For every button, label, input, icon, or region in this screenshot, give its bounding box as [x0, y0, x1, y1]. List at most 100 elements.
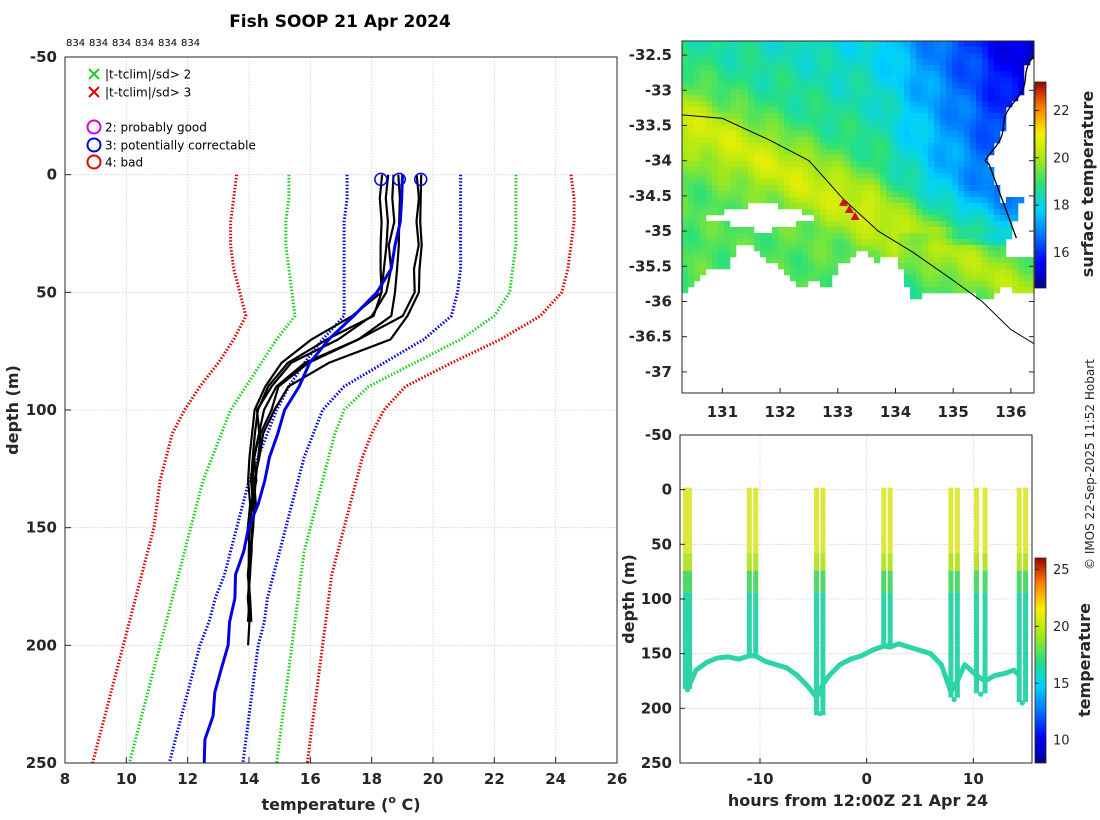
dive-4-seg: [954, 610, 960, 615]
dive-4-seg: [948, 513, 954, 519]
sst-cell: [760, 185, 767, 192]
sst-cell: [754, 149, 761, 156]
sst-cell: [808, 101, 815, 108]
dive-2-seg: [814, 618, 820, 624]
sst-cell: [718, 203, 725, 210]
sst-cell: [796, 143, 803, 150]
sst-cell: [904, 257, 911, 264]
sst-cell: [1006, 65, 1013, 72]
dive-0-seg: [687, 583, 693, 589]
sst-cell: [904, 119, 911, 126]
sst-cell: [760, 41, 767, 48]
dive-2-seg: [814, 544, 820, 550]
sst-cell: [700, 263, 707, 270]
sst-cell: [742, 137, 749, 144]
sst-cell: [838, 227, 845, 234]
sst-cell: [1030, 41, 1034, 48]
dive-1-seg: [753, 614, 759, 619]
sst-cell: [844, 119, 851, 126]
sst-cell: [934, 137, 941, 144]
dive-4-seg: [954, 666, 960, 672]
dive-3-seg: [887, 636, 893, 641]
map-xtick-label-134: 134: [880, 403, 911, 421]
sst-cell: [814, 41, 821, 48]
dive-2-seg: [820, 487, 826, 493]
sst-cell: [994, 107, 1001, 114]
sst-cell: [724, 251, 731, 258]
sst-cell: [766, 143, 773, 150]
sst-cell: [826, 65, 833, 72]
dive-6-seg: [1016, 592, 1022, 598]
sst-cell: [706, 119, 713, 126]
sst-cell: [940, 137, 947, 144]
sst-cell: [850, 137, 857, 144]
sst-cell: [790, 131, 797, 138]
sst-cell: [964, 125, 971, 132]
sst-cell: [784, 257, 791, 264]
sst-cell: [994, 263, 1001, 270]
sst-cell: [916, 227, 923, 234]
sst-cell: [730, 53, 737, 60]
sst-cell: [970, 137, 977, 144]
sst-cell: [694, 209, 701, 216]
sst-cell: [790, 41, 797, 48]
sst-cell: [700, 41, 707, 48]
sst-cell: [934, 95, 941, 102]
dive-3-seg: [881, 601, 887, 606]
sst-cell: [682, 113, 689, 120]
sst-cell: [952, 143, 959, 150]
sst-cell: [844, 83, 851, 90]
sst-cell: [724, 185, 731, 192]
dive-4-seg: [954, 592, 960, 598]
sst-cell: [814, 251, 821, 258]
sst-cell: [700, 161, 707, 168]
sst-cell: [682, 89, 689, 96]
sst-cell: [934, 257, 941, 264]
sst-cell: [982, 149, 989, 156]
sst-cell: [724, 83, 731, 90]
sst-cell: [736, 203, 743, 210]
sst-cell: [868, 179, 875, 186]
time-cbtick-label-15: 15: [1053, 677, 1070, 692]
dive-3-seg: [881, 492, 887, 497]
sst-cell: [766, 53, 773, 60]
dive-3-seg: [881, 487, 887, 493]
sst-cell: [946, 179, 953, 186]
sst-cell: [880, 209, 887, 216]
dive-4-seg: [948, 583, 954, 589]
dive-5-seg: [974, 570, 980, 576]
sst-cell: [964, 95, 971, 102]
dive-1-seg: [746, 496, 752, 501]
dive-5-seg: [982, 518, 988, 523]
sst-cell: [928, 131, 935, 138]
sst-cell: [976, 155, 983, 162]
profile-xtick-label-22: 22: [484, 770, 505, 788]
dive-1-seg: [753, 583, 759, 589]
sst-cell: [928, 155, 935, 162]
sst-cell: [958, 47, 965, 54]
profile-xtick-label-24: 24: [545, 770, 566, 788]
sst-cell: [874, 239, 881, 246]
sst-cell: [856, 41, 863, 48]
sst-cell: [964, 161, 971, 168]
sst-cell: [790, 101, 797, 108]
dive-1-seg: [753, 601, 759, 606]
dive-6-seg: [1023, 693, 1029, 698]
sst-cell: [772, 167, 779, 174]
sst-cell: [730, 47, 737, 54]
sst-cell: [682, 47, 689, 54]
sst-cell: [952, 281, 959, 288]
sst-cell: [922, 251, 929, 258]
sst-cell: [904, 251, 911, 258]
sst-cell: [922, 287, 929, 294]
dive-5-seg: [974, 623, 980, 628]
dive-5-seg: [974, 557, 980, 563]
sst-cell: [832, 167, 839, 174]
sst-cell: [940, 53, 947, 60]
sst-cell: [982, 83, 989, 90]
dive-2-seg: [820, 579, 826, 585]
sst-cell: [706, 209, 713, 216]
sst-cell: [832, 65, 839, 72]
sst-cell: [796, 59, 803, 66]
sst-cell: [808, 155, 815, 162]
